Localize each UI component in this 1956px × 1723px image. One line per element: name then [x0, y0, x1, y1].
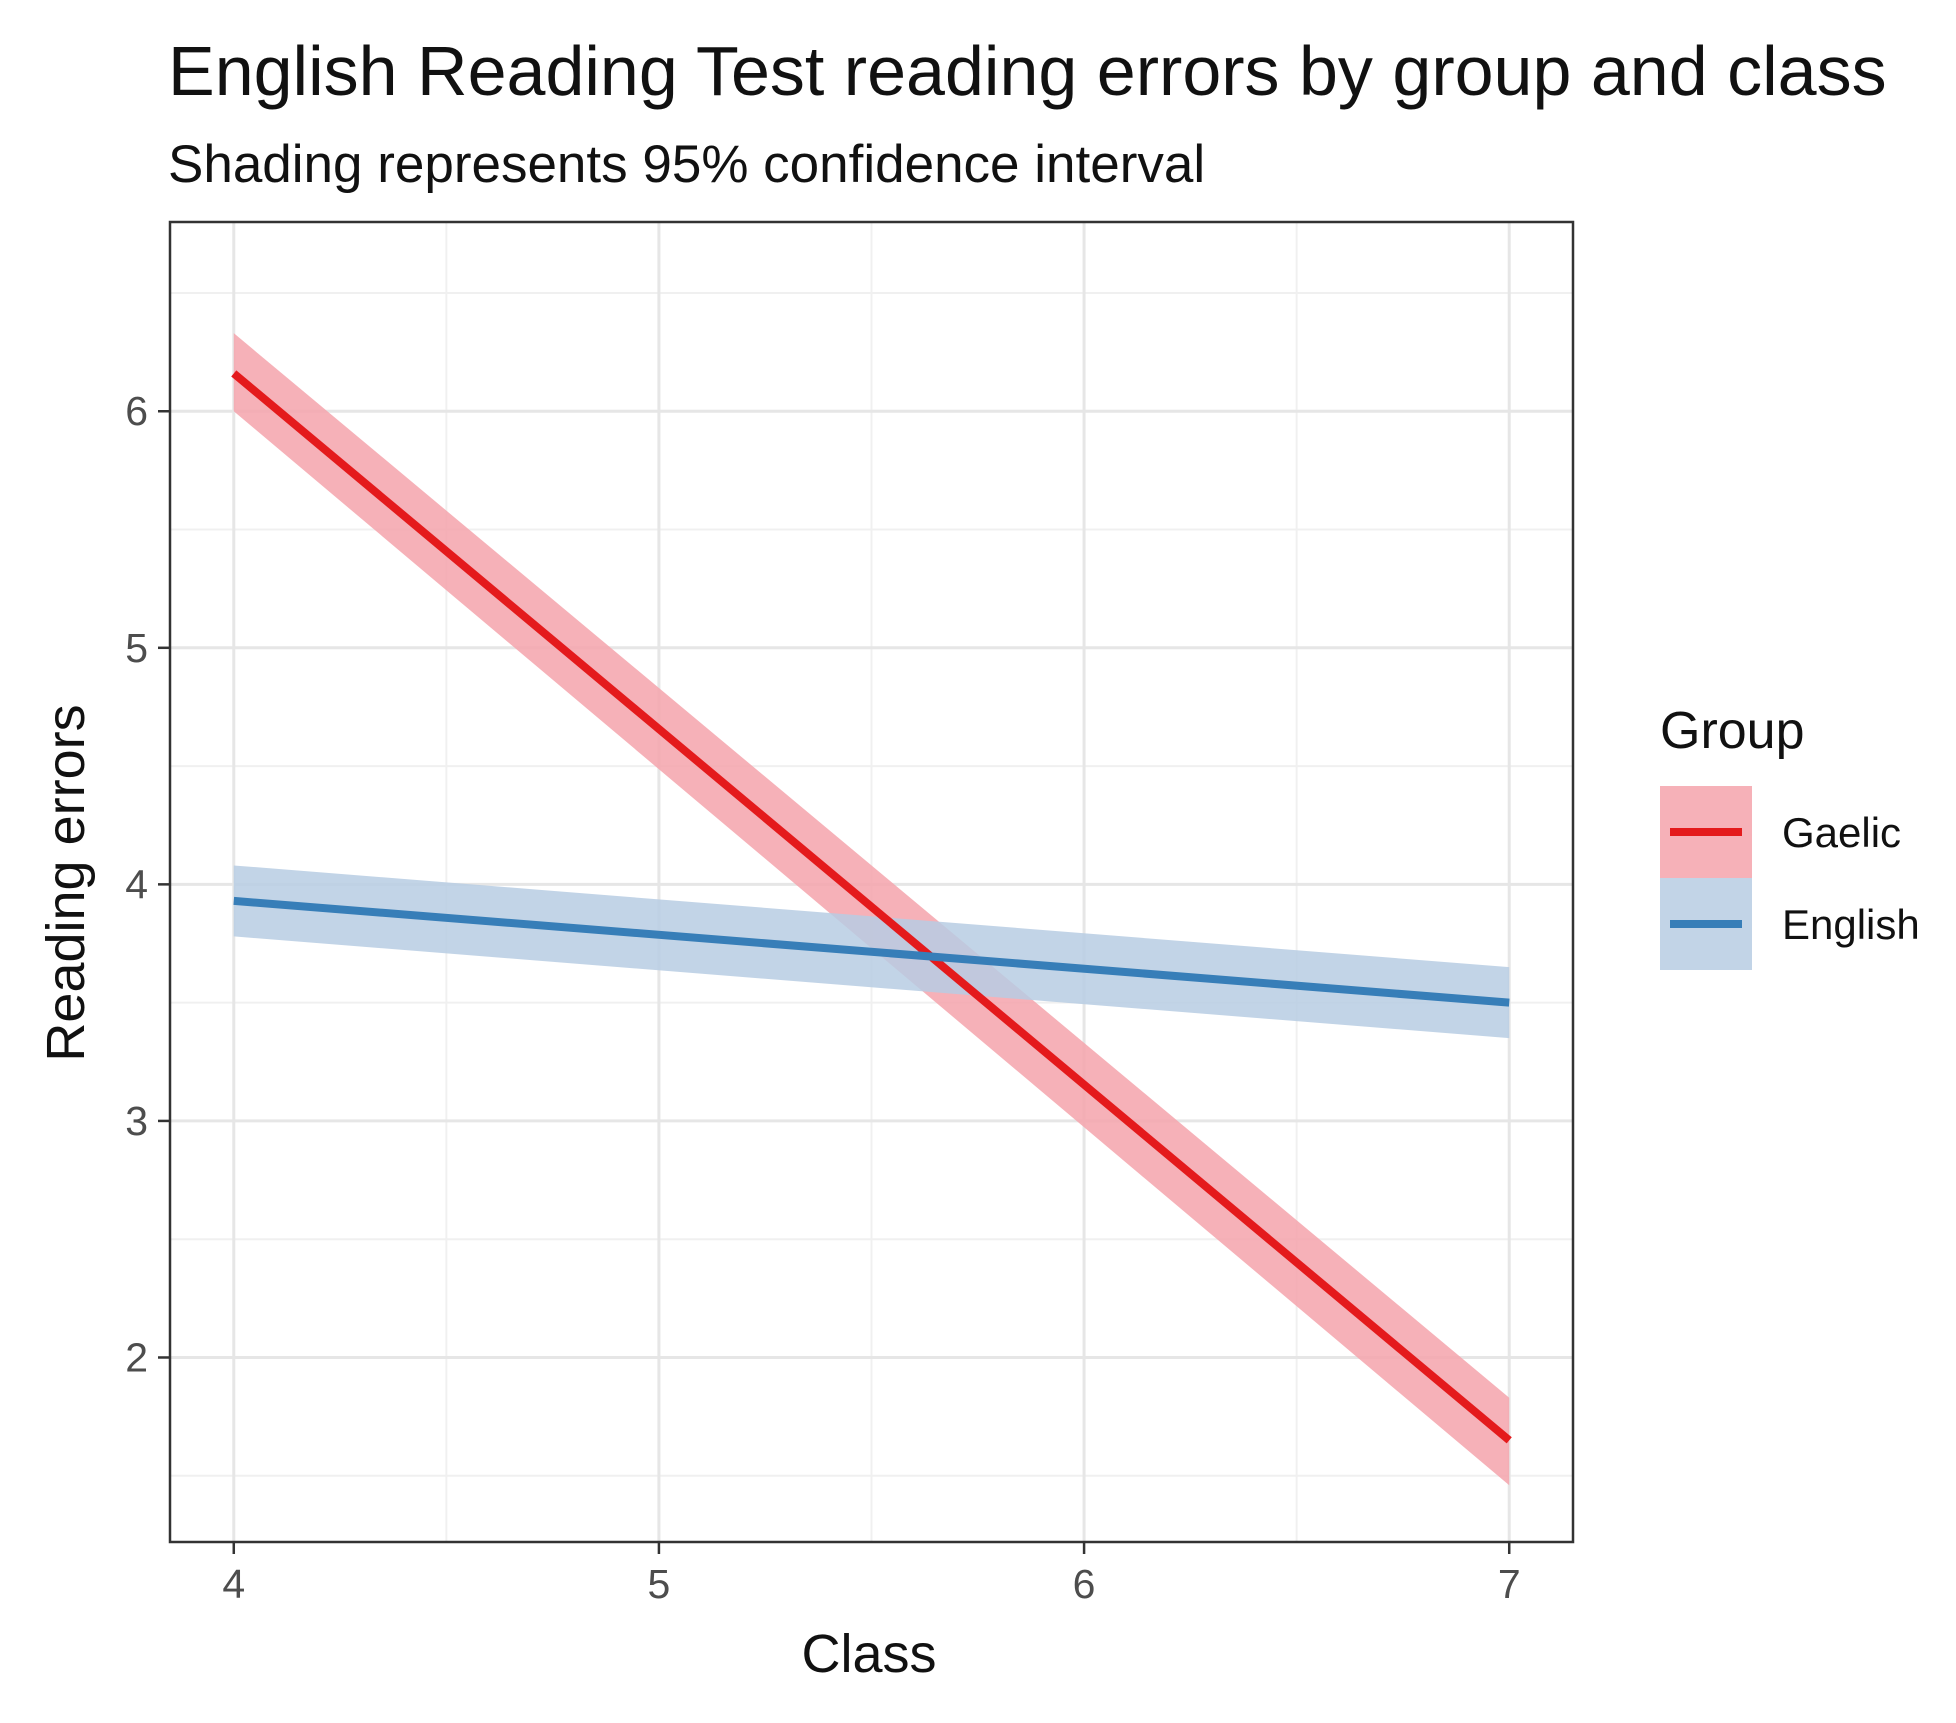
y-tick-label: 2 — [125, 1334, 148, 1380]
line-gaelic — [231, 370, 1512, 1444]
y-axis-title: Reading errors — [36, 704, 96, 1061]
legend-keys: Gaelic English — [1660, 786, 1920, 970]
x-tick-label: 7 — [1498, 1561, 1521, 1607]
y-tick-label: 5 — [125, 625, 148, 671]
x-tick-label: 4 — [222, 1561, 245, 1607]
legend-item-english: English — [1660, 878, 1920, 970]
line-english — [233, 896, 1510, 1007]
legend-title: Group — [1660, 702, 1805, 760]
y-axis-ticks: 2 3 4 5 6 — [125, 388, 170, 1380]
y-tick-label: 6 — [125, 388, 148, 434]
chart-title: English Reading Test reading errors by g… — [168, 32, 1887, 110]
x-axis-title: Class — [801, 1624, 936, 1684]
legend-item-gaelic: Gaelic — [1660, 786, 1901, 878]
legend-label-gaelic: Gaelic — [1782, 809, 1901, 856]
x-tick-label: 6 — [1073, 1561, 1096, 1607]
y-tick-label: 4 — [125, 861, 148, 907]
y-tick-label: 3 — [125, 1098, 148, 1144]
chart-subtitle: Shading represents 95% confidence interv… — [168, 135, 1205, 194]
series-lines — [231, 370, 1512, 1444]
legend: Group Gaelic English — [1660, 702, 1920, 970]
plot-border — [168, 220, 1575, 1544]
legend-label-english: English — [1782, 901, 1920, 948]
plot-area — [168, 220, 1575, 1544]
x-tick-label: 5 — [648, 1561, 671, 1607]
x-axis-ticks: 4 5 6 7 — [222, 1542, 1521, 1607]
